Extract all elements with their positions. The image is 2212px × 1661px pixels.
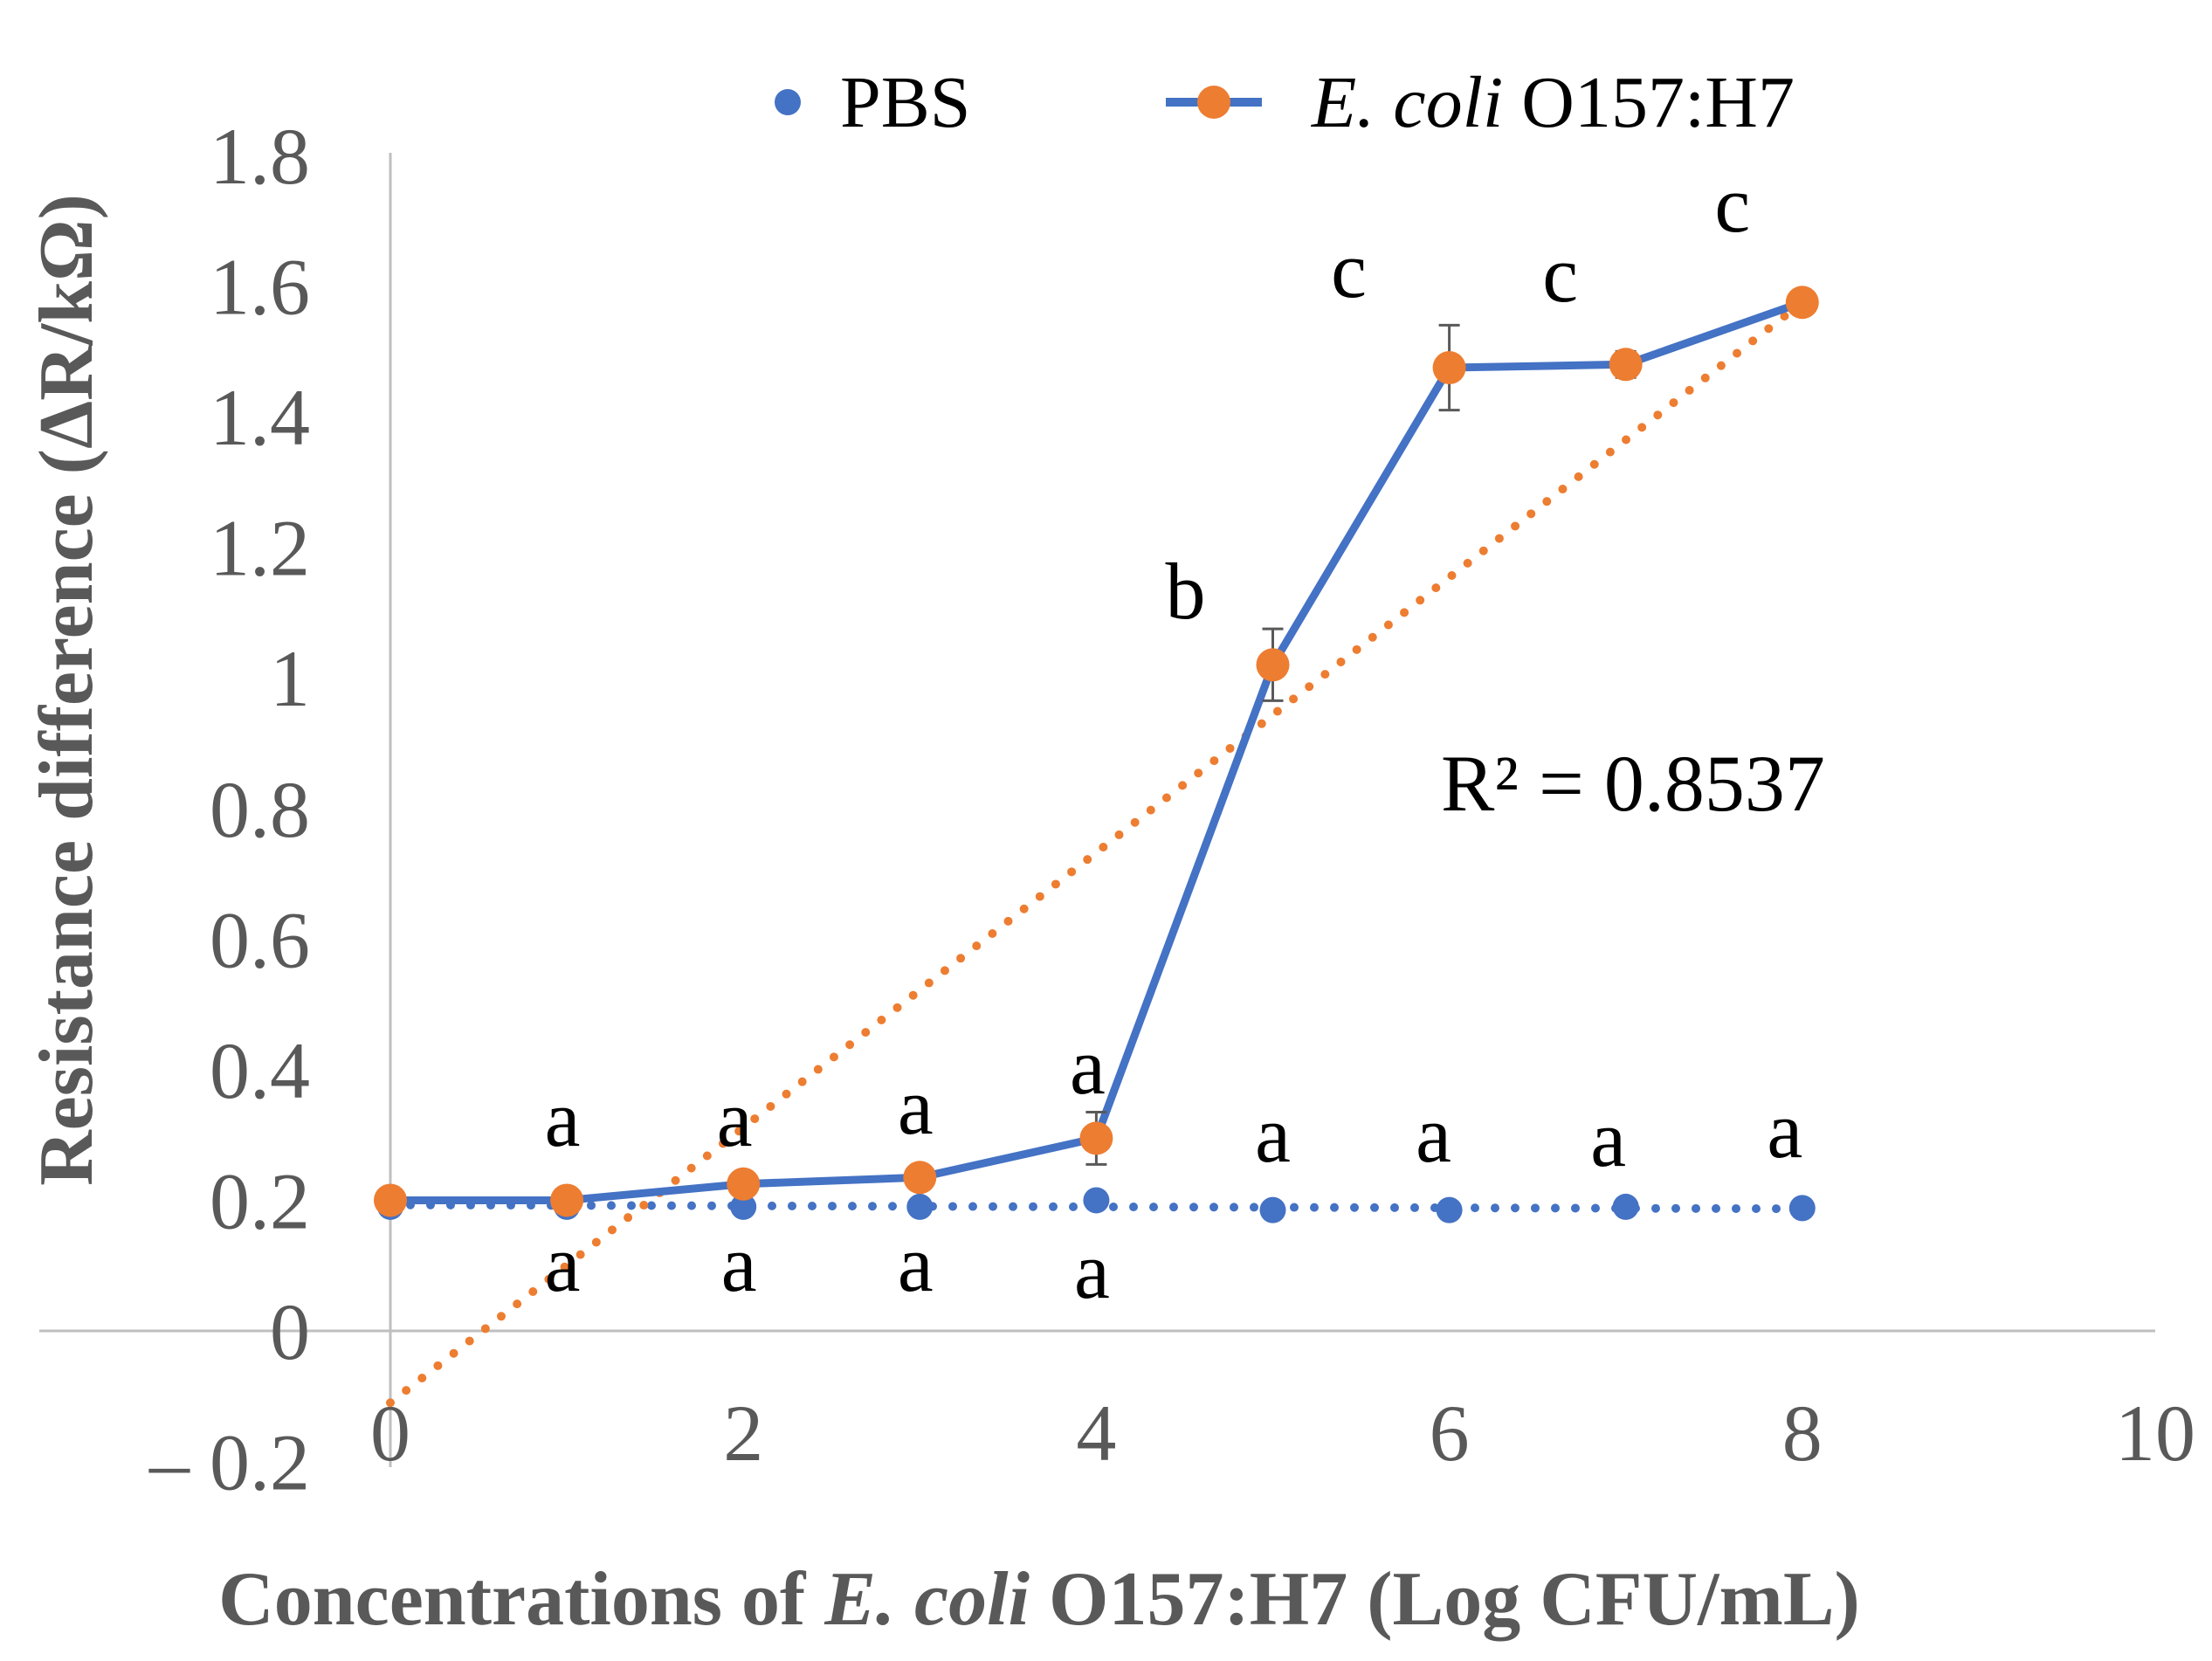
ecoli-point xyxy=(1609,348,1643,382)
ecoli-significance-letter: c xyxy=(1542,230,1578,319)
legend: PBS E. coli O157:H7 xyxy=(775,62,1795,143)
pbs-point xyxy=(1083,1187,1110,1214)
legend-pbs-marker xyxy=(775,89,801,115)
x-tick-labels: 0 2 4 6 8 10 xyxy=(370,1389,2195,1478)
ecoli-point xyxy=(1079,1121,1113,1155)
significance-letters: a a a abc cca a a aa a a a xyxy=(545,160,1803,1315)
y-tick-label: 0.4 xyxy=(210,1026,310,1115)
pbs-significance-letter: a xyxy=(1590,1094,1626,1183)
pbs-significance-letter: a xyxy=(1416,1090,1451,1179)
y-tick-labels: – 0.2 0 0.2 0.4 0.6 0.8 1 1.2 1.4 1.6 1.8 xyxy=(148,112,310,1507)
pbs-significance-letter: a xyxy=(1074,1226,1110,1315)
ecoli-point xyxy=(374,1183,407,1217)
pbs-significance-letter: a xyxy=(898,1219,934,1308)
pbs-point xyxy=(1436,1196,1463,1223)
ecoli-point xyxy=(1432,351,1466,385)
ecoli-point xyxy=(550,1183,584,1217)
x-tick-label: 2 xyxy=(723,1389,763,1478)
y-tick-label: 0.6 xyxy=(210,895,310,984)
ecoli-significance-letter: c xyxy=(1331,225,1367,314)
x-tick-label: 4 xyxy=(1076,1389,1116,1478)
y-tick-label: 1 xyxy=(270,634,310,723)
pbs-point xyxy=(1612,1193,1639,1220)
legend-ecoli-marker xyxy=(1197,86,1230,119)
pbs-significance-letter: a xyxy=(545,1219,581,1308)
y-tick-label: 1.4 xyxy=(210,373,310,462)
r-squared-annotation: R² = 0.8537 xyxy=(1441,739,1825,828)
y-tick-label: 1.6 xyxy=(210,243,310,332)
pbs-point xyxy=(906,1193,934,1220)
ecoli-significance-letter: b xyxy=(1166,547,1206,636)
y-tick-label: – 0.2 xyxy=(148,1418,310,1507)
y-axis-title: Resistance difference (ΔR/kΩ) xyxy=(24,194,109,1186)
pbs-point xyxy=(730,1193,757,1220)
ecoli-point xyxy=(727,1167,761,1201)
pbs-point xyxy=(1259,1196,1286,1223)
y-tick-label: 0 xyxy=(270,1287,310,1376)
pbs-significance-letter: a xyxy=(721,1219,757,1308)
ecoli-trendline xyxy=(386,298,1807,1408)
ecoli-point xyxy=(903,1161,937,1195)
legend-pbs-label: PBS xyxy=(840,62,970,143)
ecoli-significance-letter: c xyxy=(1714,160,1750,249)
x-axis-title: Concentrations of E. coli O157:H7 (Log C… xyxy=(218,1557,1860,1642)
pbs-point xyxy=(1788,1195,1816,1222)
pbs-significance-letter: a xyxy=(1767,1086,1802,1175)
y-tick-label: 1.2 xyxy=(210,504,310,593)
ecoli-significance-letter: a xyxy=(545,1074,581,1163)
ecoli-point xyxy=(1785,286,1819,320)
y-tick-label: 0.8 xyxy=(210,765,310,854)
y-tick-label: 1.8 xyxy=(210,112,310,201)
x-tick-label: 6 xyxy=(1430,1389,1470,1478)
ecoli-point xyxy=(1256,648,1290,682)
pbs-significance-letter: a xyxy=(1255,1090,1291,1179)
markers xyxy=(374,286,1819,1223)
x-tick-label: 10 xyxy=(2115,1389,2195,1478)
legend-ecoli-label: E. coli O157:H7 xyxy=(1311,62,1795,143)
ecoli-significance-letter: a xyxy=(717,1074,753,1163)
x-tick-label: 8 xyxy=(1782,1389,1823,1478)
ecoli-significance-letter: a xyxy=(1070,1022,1106,1111)
ecoli-significance-letter: a xyxy=(898,1062,934,1151)
y-tick-label: 0.2 xyxy=(210,1156,310,1245)
